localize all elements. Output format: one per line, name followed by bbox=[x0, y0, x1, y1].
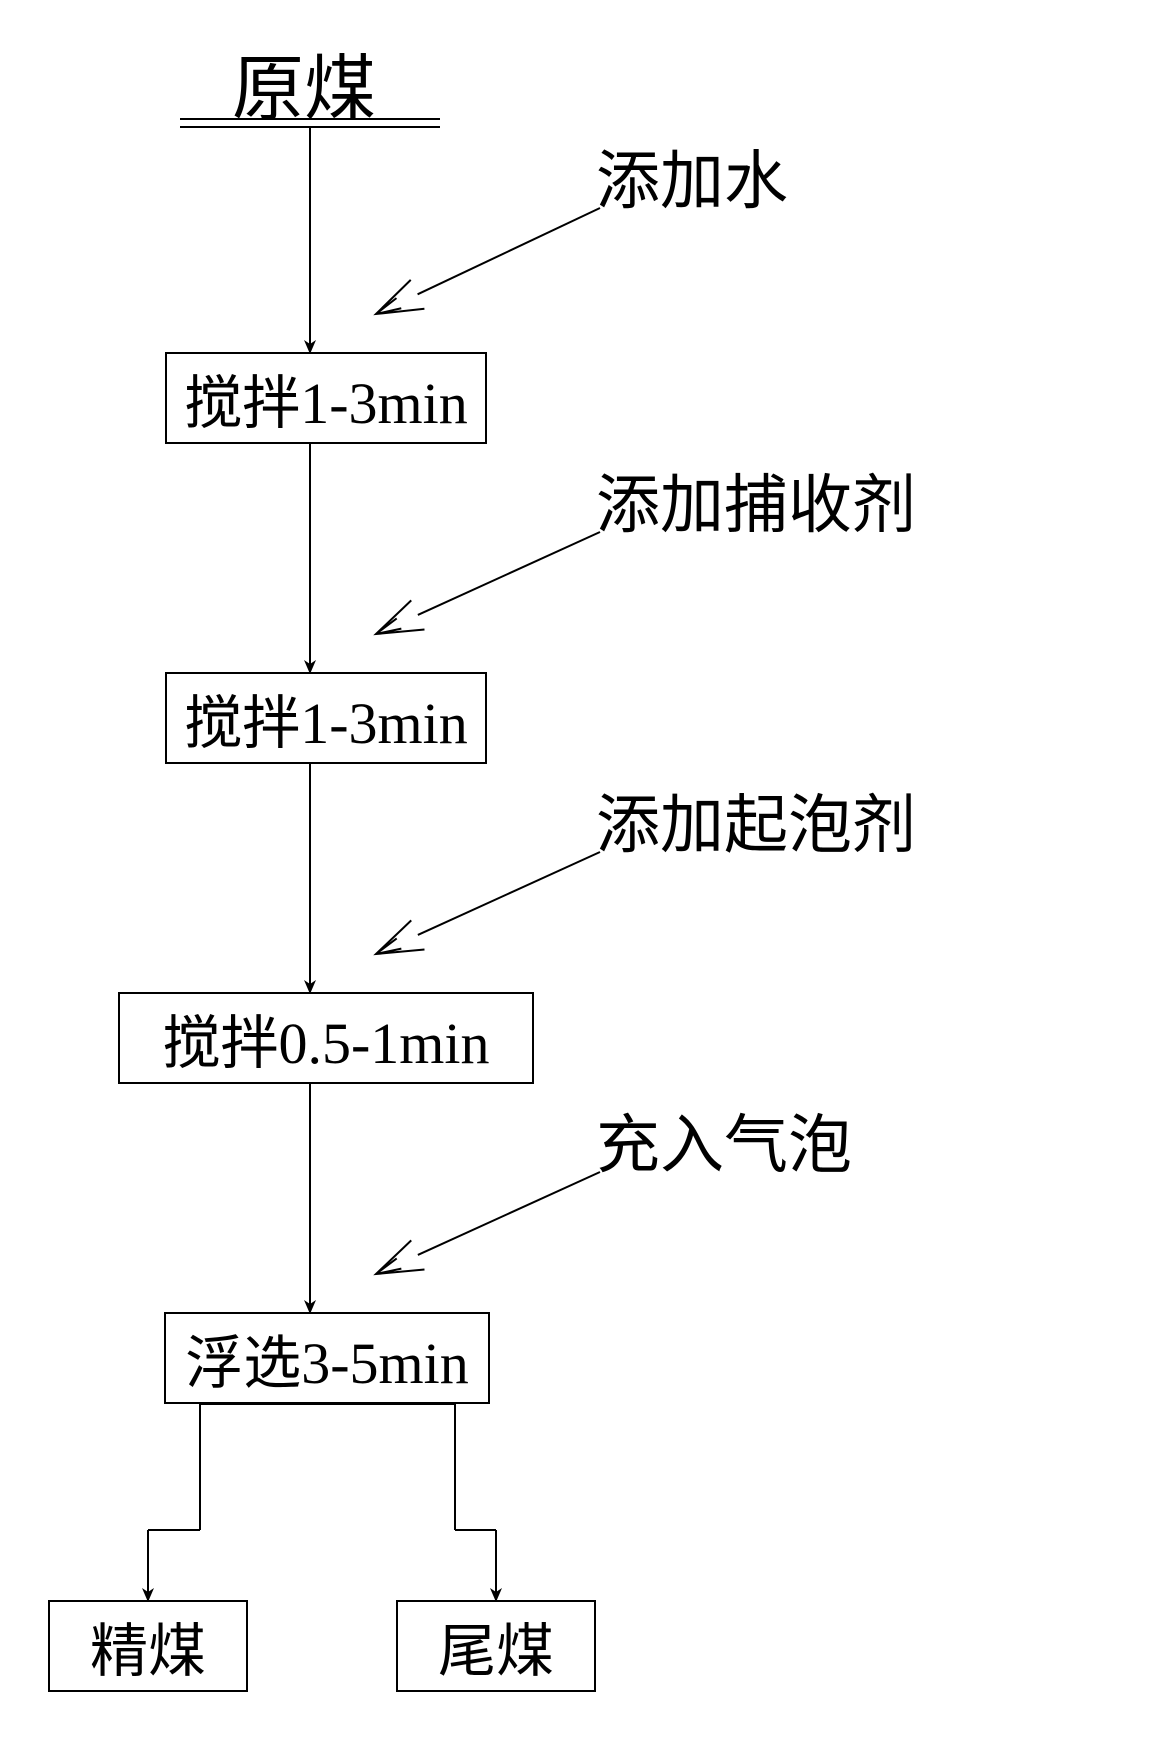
flow-node-label: 搅拌1-3min bbox=[184, 676, 468, 760]
flow-node-n5: 精煤 bbox=[48, 1600, 248, 1692]
flow-node-n1: 搅拌1-3min bbox=[165, 352, 487, 444]
annotation-label-3: 充入气泡 bbox=[596, 1094, 852, 1186]
annotation-label-0: 添加水 bbox=[596, 130, 788, 222]
flow-node-label: 精煤 bbox=[90, 1604, 206, 1688]
annotation-label-2: 添加起泡剂 bbox=[596, 774, 916, 866]
flow-node-label: 浮选3-5min bbox=[185, 1316, 469, 1400]
flow-node-label: 搅拌0.5-1min bbox=[162, 996, 489, 1080]
flow-node-n4: 浮选3-5min bbox=[164, 1312, 490, 1404]
flow-node-label: 搅拌1-3min bbox=[184, 356, 468, 440]
flowchart-svg bbox=[0, 0, 1149, 1759]
flow-node-n3: 搅拌0.5-1min bbox=[118, 992, 534, 1084]
flow-node-n6: 尾煤 bbox=[396, 1600, 596, 1692]
annotation-label-1: 添加捕收剂 bbox=[596, 454, 916, 546]
start-underline bbox=[180, 118, 440, 128]
flow-node-label: 尾煤 bbox=[438, 1604, 554, 1688]
flow-node-n2: 搅拌1-3min bbox=[165, 672, 487, 764]
